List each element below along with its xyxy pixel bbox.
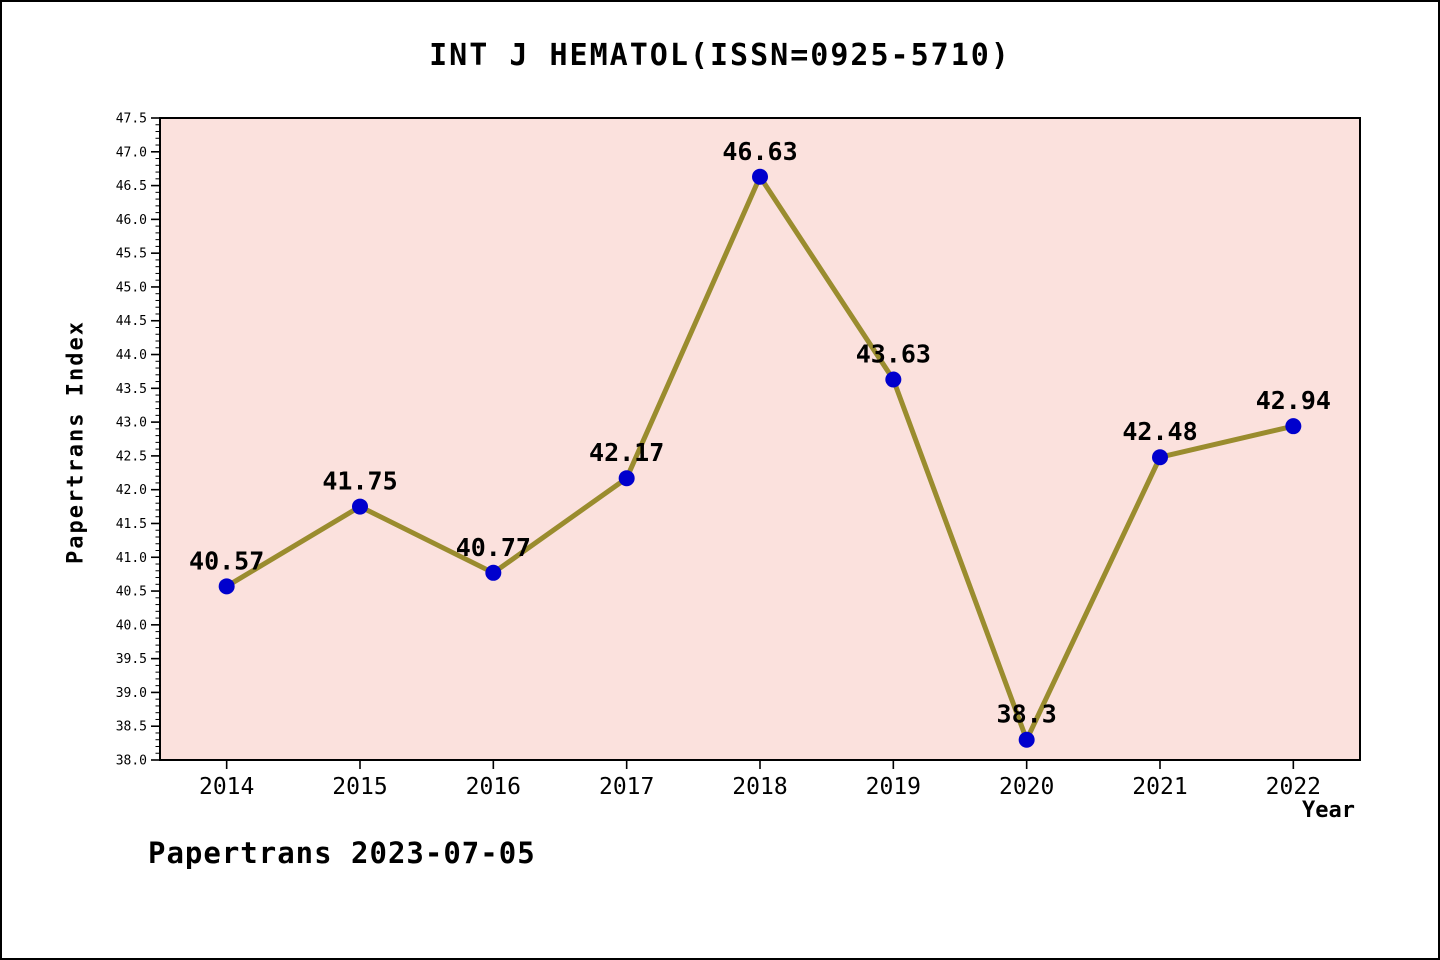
data-point [1152,449,1168,466]
x-tick-label: 2014 [199,774,254,800]
y-tick-label: 43.5 [116,382,147,397]
y-tick-label: 40.0 [116,618,147,633]
data-point [218,578,235,595]
data-point [1285,418,1302,435]
y-tick-label: 43.0 [116,416,147,431]
y-tick-label: 41.5 [116,517,147,532]
data-point-label: 42.17 [589,438,664,467]
y-tick-label: 45.0 [116,280,147,295]
data-point [1018,731,1035,748]
x-tick-label: 2021 [1132,774,1187,800]
y-tick-label: 44.5 [116,314,147,329]
x-tick-label: 2020 [999,774,1054,800]
chart-title: INT J HEMATOL(ISSN=0925-5710) [429,38,1011,73]
data-point [885,371,902,388]
y-axis-label: Papertrans Index [63,320,89,564]
x-tick-label: 2017 [599,774,654,800]
y-tick-label: 42.5 [116,449,147,464]
y-tick-label: 39.5 [116,652,147,667]
data-point-label: 43.63 [856,340,931,369]
data-point-label: 46.63 [722,137,797,166]
y-tick-label: 46.5 [116,179,147,194]
y-tick-label: 45.5 [116,247,147,262]
data-point-label: 42.48 [1122,417,1197,446]
y-tick-label: 39.0 [116,686,147,701]
y-tick-label: 40.5 [116,585,147,600]
plot-area [159,117,1361,761]
y-tick-label: 41.0 [116,551,147,566]
x-tick-label: 2018 [732,774,787,800]
data-point-label: 38.3 [997,700,1057,729]
data-point-label: 42.94 [1256,386,1331,415]
x-tick-label: 2015 [332,774,387,800]
data-point [618,470,635,487]
y-tick-label: 47.0 [116,145,147,160]
y-tick-label: 38.0 [116,754,147,769]
data-point [485,564,502,581]
x-tick-label: 2022 [1266,774,1321,800]
watermark-text: Papertrans 2023-07-05 [148,836,536,870]
y-tick-label: 46.0 [116,213,147,228]
y-tick-label: 42.0 [116,483,147,498]
y-tick-label: 47.5 [116,112,147,127]
x-tick-label: 2019 [866,774,921,800]
y-tick-label: 38.5 [116,720,147,735]
x-axis-label: Year [1302,798,1355,823]
data-point-label: 41.75 [322,467,397,496]
data-point-label: 40.57 [189,546,264,575]
data-point-label: 40.77 [456,533,531,562]
data-point [752,168,768,185]
x-tick-label: 2016 [466,774,521,800]
data-point [352,498,368,515]
y-tick-label: 44.0 [116,348,147,363]
